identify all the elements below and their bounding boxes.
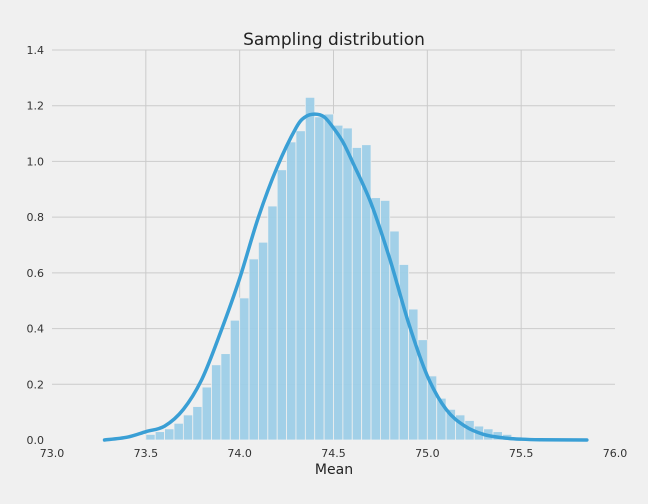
histogram-bars xyxy=(145,96,513,441)
x-tick-label: 73.0 xyxy=(40,447,65,460)
histogram-bar xyxy=(182,414,194,441)
histogram-bar xyxy=(351,147,363,441)
x-tick-label: 75.0 xyxy=(415,447,440,460)
histogram-bar xyxy=(211,364,222,441)
kde-curve-group xyxy=(102,112,589,442)
y-tick-label: 0.4 xyxy=(27,323,45,336)
histogram-bar xyxy=(314,116,325,441)
y-tick-label: 1.0 xyxy=(27,155,45,168)
x-tick-label: 76.0 xyxy=(603,447,628,460)
histogram-bar xyxy=(276,169,287,441)
chart-title: Sampling distribution xyxy=(243,30,425,50)
histogram-bar xyxy=(333,124,344,441)
x-tick-label: 74.5 xyxy=(321,447,346,460)
histogram-bar xyxy=(286,141,297,441)
histogram-bar xyxy=(145,434,156,441)
histogram-bar xyxy=(164,428,175,441)
histogram-bar xyxy=(192,406,203,441)
histogram-bar xyxy=(220,353,231,441)
histogram-bar xyxy=(342,127,353,441)
y-tick-label: 1.2 xyxy=(27,100,45,113)
y-tick-labels: 0.0 0.2 0.4 0.6 0.8 1.0 1.2 1.4 xyxy=(27,44,45,447)
y-tick-label: 0.2 xyxy=(27,378,45,391)
histogram-bar xyxy=(304,96,316,441)
x-axis-title: Mean xyxy=(315,462,353,478)
histogram-bar xyxy=(229,319,241,441)
histogram-bar xyxy=(258,241,269,441)
histogram-bar xyxy=(248,258,259,441)
x-tick-labels: 73.0 73.5 74.0 74.5 75.0 75.5 76.0 xyxy=(40,447,628,460)
y-tick-label: 1.4 xyxy=(27,44,45,57)
histogram-bar xyxy=(173,422,184,441)
y-tick-label: 0.8 xyxy=(27,211,45,224)
y-tick-label: 0.6 xyxy=(27,267,45,280)
x-tick-label: 75.5 xyxy=(509,447,534,460)
kde-line xyxy=(102,112,589,442)
histogram-bar xyxy=(201,386,212,441)
histogram-bar xyxy=(154,431,165,441)
x-tick-label: 74.0 xyxy=(227,447,252,460)
histogram-bar xyxy=(239,297,250,441)
x-tick-label: 73.5 xyxy=(134,447,159,460)
histogram-bar xyxy=(323,113,334,441)
histogram-bar xyxy=(295,130,306,441)
y-tick-label: 0.0 xyxy=(27,434,45,447)
histogram-bar xyxy=(267,205,278,441)
histogram-bar xyxy=(370,197,381,441)
